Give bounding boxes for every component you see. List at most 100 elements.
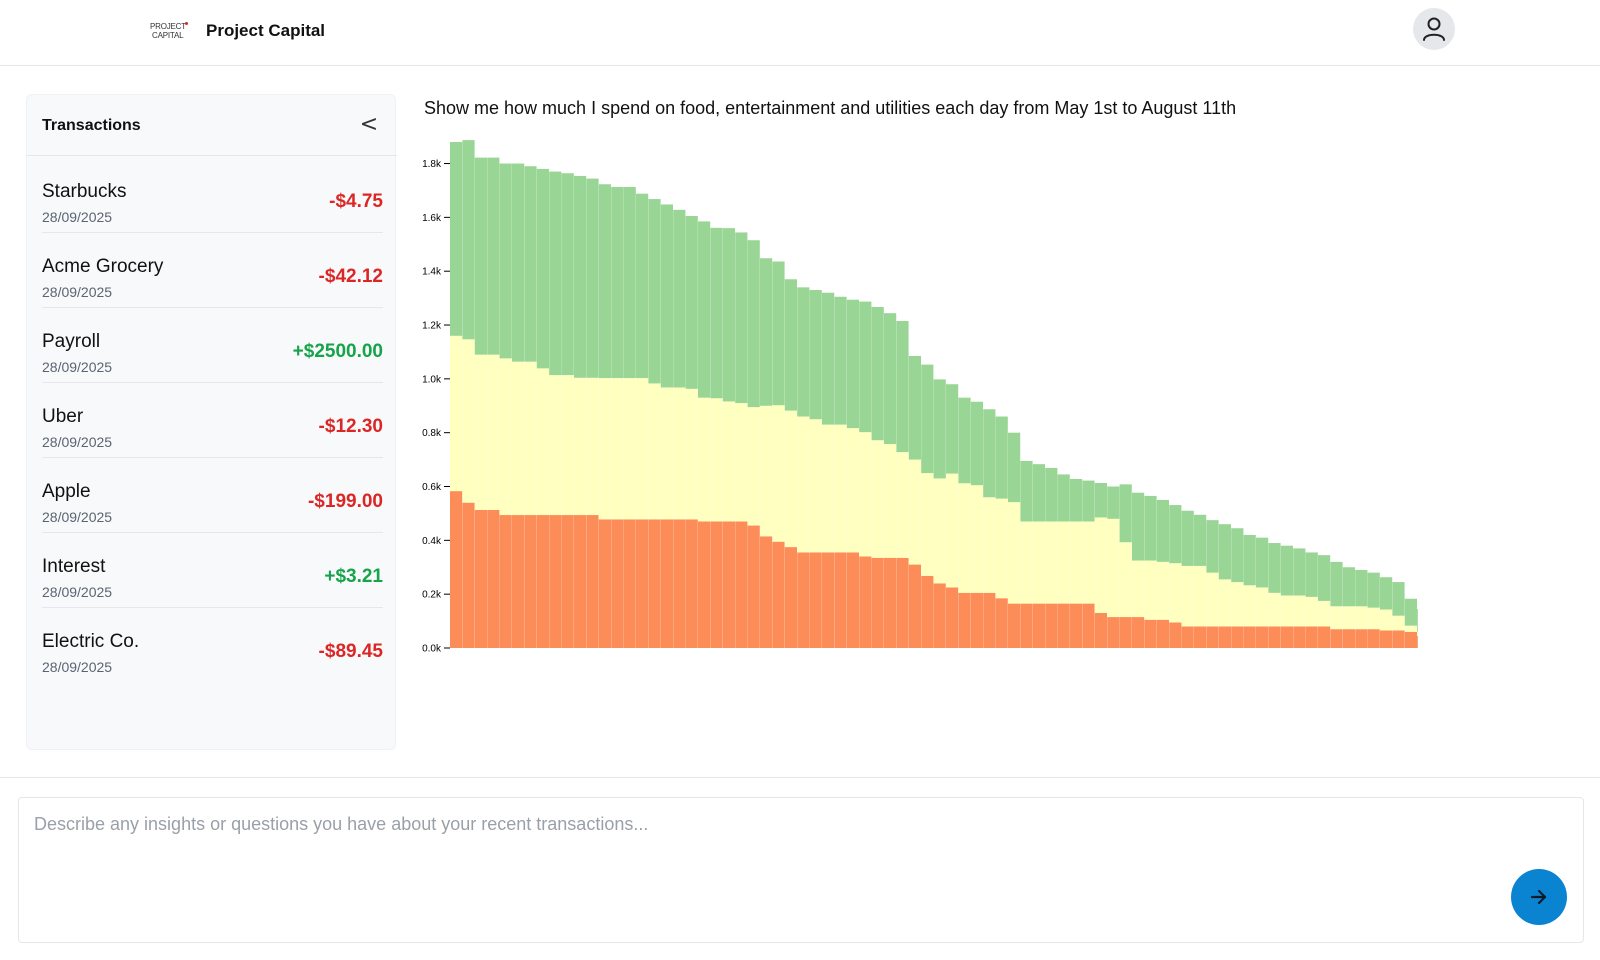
transaction-amount: -$199.00 bbox=[307, 491, 383, 512]
transaction-list: Starbucks 28/09/2025 -$4.75 Acme Grocery 28/… bbox=[42, 158, 383, 683]
bar-segment-middle bbox=[524, 361, 537, 516]
transaction-amount: -$89.45 bbox=[318, 641, 383, 662]
bar-segment-bottom bbox=[1330, 629, 1343, 648]
bar-segment-top bbox=[1119, 484, 1132, 543]
bar-segment-bottom bbox=[524, 515, 537, 648]
bar-segment-top bbox=[896, 320, 909, 453]
bar-segment-middle bbox=[822, 424, 835, 553]
transaction-item[interactable]: Apple 28/09/2025 -$199.00 bbox=[42, 458, 383, 533]
bar-segment-top bbox=[1293, 548, 1306, 596]
bar-segment-middle bbox=[1070, 521, 1083, 604]
bar-segment-top bbox=[784, 279, 797, 411]
collapse-sidebar-button[interactable]: < bbox=[355, 111, 383, 139]
transaction-name: Uber bbox=[42, 406, 84, 427]
bar-segment-top bbox=[1169, 505, 1182, 564]
bar-segment-bottom bbox=[1156, 619, 1169, 648]
bar-segment-middle bbox=[760, 405, 773, 537]
bar-segment-top bbox=[1380, 577, 1393, 610]
y-tick-label: 1.8k bbox=[422, 159, 442, 170]
bar-segment-middle bbox=[1132, 560, 1145, 618]
bar-segment-middle bbox=[735, 403, 748, 522]
bar-segment-bottom bbox=[809, 552, 822, 648]
bar-segment-middle bbox=[1231, 582, 1244, 627]
transaction-item[interactable]: Uber 28/09/2025 -$12.30 bbox=[42, 383, 383, 458]
bar-segment-middle bbox=[970, 485, 983, 593]
bar-segment-top bbox=[673, 209, 686, 388]
divider bbox=[0, 777, 1600, 778]
bar-segment-bottom bbox=[586, 515, 599, 648]
bar-segment-bottom bbox=[946, 587, 959, 648]
bar-segment-middle bbox=[586, 377, 599, 516]
bar-segment-bottom bbox=[1107, 617, 1120, 648]
bar-segment-bottom bbox=[561, 515, 574, 648]
transaction-item[interactable]: Interest 28/09/2025 +$3.21 bbox=[42, 533, 383, 608]
chat-query-text: Show me how much I spend on food, entert… bbox=[424, 98, 1237, 118]
bar-segment-bottom bbox=[1256, 626, 1269, 648]
bar-segment-middle bbox=[1293, 595, 1306, 627]
bar-segment-bottom bbox=[1355, 629, 1368, 648]
bar-segment-middle bbox=[1342, 606, 1355, 630]
transaction-item[interactable]: Starbucks 28/09/2025 -$4.75 bbox=[42, 158, 383, 233]
transaction-amount: -$42.12 bbox=[318, 266, 383, 287]
bar-segment-top bbox=[772, 261, 785, 406]
arrow-right-icon bbox=[1530, 889, 1547, 905]
bar-segment-bottom bbox=[611, 519, 624, 648]
bar-segment-middle bbox=[1367, 607, 1380, 630]
bar-segment-bottom bbox=[896, 557, 909, 648]
bar-segment-top bbox=[1132, 492, 1145, 561]
bar-segment-middle bbox=[549, 375, 562, 516]
bar-segment-bottom bbox=[1094, 613, 1107, 648]
bar-segment-top bbox=[1206, 520, 1219, 573]
bar-segment-middle bbox=[1008, 502, 1021, 604]
logo: PROJECT CAPITAL bbox=[150, 22, 190, 42]
bar-segment-middle bbox=[1392, 615, 1405, 631]
bar-segment-top bbox=[487, 157, 500, 355]
app-header: PROJECT CAPITAL Project Capital bbox=[0, 0, 1600, 66]
transaction-date: 28/09/2025 bbox=[42, 359, 113, 375]
bar-segment-top bbox=[995, 416, 1008, 499]
bar-segment-middle bbox=[1318, 600, 1331, 627]
bar-segment-middle bbox=[896, 452, 909, 558]
bar-segment-bottom bbox=[859, 556, 872, 648]
transaction-name: Apple bbox=[42, 481, 91, 502]
bar-segment-middle bbox=[1243, 585, 1256, 627]
bar-segment-middle bbox=[574, 377, 587, 516]
y-tick-label: 1.6k bbox=[422, 213, 442, 224]
transaction-item[interactable]: Electric Co. 28/09/2025 -$89.45 bbox=[42, 608, 383, 683]
bar-segment-bottom bbox=[648, 519, 661, 648]
bar-segment-middle bbox=[1218, 579, 1231, 627]
bar-segment-bottom bbox=[722, 521, 735, 648]
bar-segment-top bbox=[834, 296, 847, 425]
bar-segment-top bbox=[1181, 510, 1194, 566]
bar-segment-bottom bbox=[884, 557, 897, 648]
bar-segment-top bbox=[1231, 528, 1244, 583]
chat-input[interactable] bbox=[34, 814, 1474, 924]
bar-segment-middle bbox=[1404, 625, 1417, 632]
bar-segment-top bbox=[1305, 552, 1318, 597]
transaction-item[interactable]: Acme Grocery 28/09/2025 -$42.12 bbox=[42, 233, 383, 308]
bar-segment-top bbox=[1243, 534, 1256, 586]
bar-segment-top bbox=[648, 199, 661, 384]
bar-segment-bottom bbox=[673, 519, 686, 648]
bar-segment-bottom bbox=[1342, 629, 1355, 648]
y-tick-label: 0.2k bbox=[422, 590, 442, 601]
bar-segment-top bbox=[561, 173, 574, 376]
transaction-date: 28/09/2025 bbox=[42, 509, 113, 525]
chevron-left-icon: < bbox=[359, 112, 379, 137]
bar-segment-bottom bbox=[735, 521, 748, 648]
bar-segment-middle bbox=[747, 407, 760, 526]
bar-segment-middle bbox=[884, 443, 897, 558]
bar-segment-middle bbox=[1268, 592, 1281, 627]
bar-segment-bottom bbox=[784, 547, 797, 648]
bar-segment-middle bbox=[1156, 561, 1169, 620]
bar-segment-bottom bbox=[574, 515, 587, 648]
y-tick-label: 0.8k bbox=[422, 428, 442, 439]
bar-segment-bottom bbox=[623, 519, 636, 648]
user-avatar-button[interactable] bbox=[1413, 8, 1455, 50]
transaction-item[interactable]: Payroll 28/09/2025 +$2500.00 bbox=[42, 308, 383, 383]
send-button[interactable] bbox=[1511, 869, 1567, 925]
app-title: Project Capital bbox=[206, 21, 326, 40]
bar-segment-middle bbox=[946, 473, 959, 588]
transactions-sidebar: Transactions < Starbucks 28/09/2025 -$4.75… bbox=[26, 94, 397, 750]
bar-segment-bottom bbox=[685, 519, 698, 648]
